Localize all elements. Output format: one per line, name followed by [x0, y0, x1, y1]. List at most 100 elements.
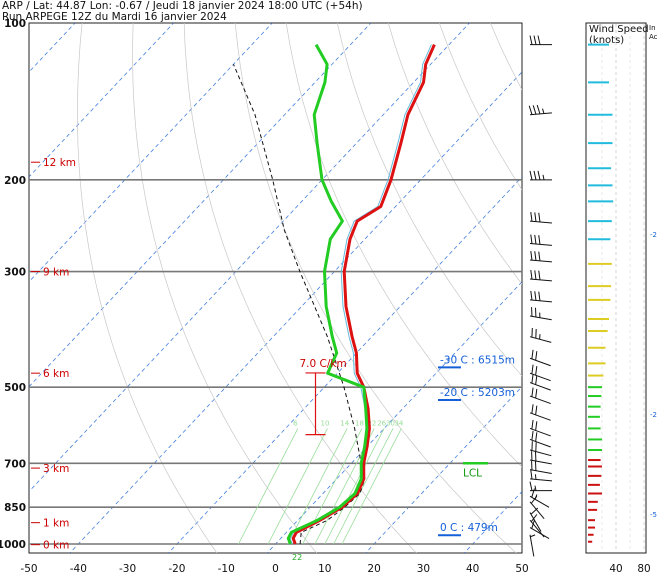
wind-barb-flag	[530, 234, 533, 244]
temperature-tick-label: -30	[119, 563, 136, 575]
wind-barb-staff	[529, 220, 552, 224]
wind-barb-flag	[531, 519, 535, 529]
wind-barb	[529, 35, 552, 46]
mixing-ratio-label: 10	[321, 419, 330, 427]
wind-barb-staff	[529, 299, 552, 303]
temperature-tick-label: 30	[417, 563, 430, 575]
wind-barb-staff	[529, 512, 542, 532]
wind-barb-flag	[536, 104, 541, 115]
wind-barb	[529, 212, 552, 224]
side-label: -2	[650, 231, 657, 239]
height-label: 1 km	[43, 518, 69, 530]
wind-barb-flag	[535, 351, 538, 361]
side-label: -2	[650, 411, 657, 419]
pressure-label: 850	[4, 502, 26, 514]
wind-speed-title: Wind Speed	[589, 24, 649, 35]
wind-barb-staff	[529, 449, 552, 457]
wind-barb	[529, 419, 551, 437]
pressure-label: 700	[4, 458, 26, 470]
temperature-tick-label: 50	[515, 563, 528, 575]
wind-barb-flag	[534, 251, 537, 261]
temperature-tick-label: -50	[20, 563, 37, 575]
isotherm-line	[29, 23, 470, 493]
wind-barb-flag	[538, 251, 541, 261]
wind-barb-flag	[535, 375, 538, 385]
wind-barb-flag	[530, 212, 533, 222]
pressure-label: 200	[4, 175, 26, 187]
wind-barb	[529, 250, 552, 263]
wind-barb-staff	[529, 259, 552, 263]
wind-barb-flag	[531, 441, 533, 451]
dewpoint-line	[286, 43, 369, 545]
dry-adiabat	[336, 23, 522, 377]
wind-barb-flag	[531, 364, 534, 374]
height-label: 3 km	[43, 463, 69, 475]
mixing-ratio-line	[333, 428, 394, 545]
temperature-tick-label: -10	[218, 563, 235, 575]
isotherm-line	[167, 176, 522, 553]
wind-barb	[529, 290, 552, 303]
wind-barb-staff	[529, 427, 551, 437]
wind-barb	[529, 495, 545, 520]
wind-barb-flag	[535, 421, 538, 431]
wind-barb	[529, 507, 542, 532]
wind-barb	[529, 451, 552, 465]
temperature-tick-label: 0	[272, 563, 279, 575]
wind-barb-flag	[530, 514, 538, 522]
wind-barb-flag	[531, 460, 533, 471]
wind-barb-staff	[529, 357, 551, 367]
wind-barb-staff	[529, 501, 545, 520]
wind-barb-flag	[531, 451, 533, 461]
wind-barb	[529, 488, 550, 508]
height-label: 0 km	[43, 540, 69, 552]
wind-barb	[529, 481, 552, 492]
pressure-label: 100	[4, 18, 26, 30]
dry-adiabat	[132, 23, 318, 553]
mixing-ratio-label: 6	[293, 419, 298, 427]
mixing-ratio-label: 18	[355, 419, 364, 427]
wind-barb-flag	[531, 374, 534, 384]
lcl-label: LCL	[463, 467, 482, 479]
isotherm-line	[29, 23, 372, 388]
wind-barb-staff	[529, 534, 535, 557]
wind-barb-flag	[537, 170, 541, 180]
chart-subtitle: Run ARPEGE 12Z du Mardi 16 janvier 2024	[2, 11, 227, 23]
wind-barb-flag	[528, 105, 533, 115]
wind-barb-half-flag	[542, 108, 545, 114]
wind-barb-half-flag	[539, 312, 541, 318]
dry-adiabat	[77, 23, 218, 553]
wind-barb	[529, 307, 552, 321]
wind-barb-staff	[529, 478, 552, 482]
wind-barb-flag	[535, 451, 537, 462]
temperature-tick-label: -20	[168, 563, 185, 575]
mixing-ratio-label: 30	[386, 419, 395, 427]
wind-barb-flag	[532, 105, 537, 115]
mixing-ratio-line	[267, 428, 328, 545]
wind-barb-flag	[530, 507, 539, 515]
wind-barb-flag	[538, 291, 541, 301]
wind-barb-flag	[531, 327, 533, 338]
wind-barb	[529, 441, 552, 457]
temperature-tick-label: 20	[367, 563, 380, 575]
wind-barb	[529, 170, 552, 181]
surface-marker: 22	[292, 553, 302, 562]
wind-barb-staff	[529, 469, 552, 474]
wind-barb-staff	[529, 382, 551, 391]
temperature-tick-label: -40	[70, 563, 87, 575]
pressure-label: 500	[4, 382, 26, 394]
wind-barb-staff	[529, 395, 551, 405]
dry-adiabat	[285, 23, 522, 468]
wind-barb-flag	[530, 469, 533, 480]
wind-barb	[528, 104, 552, 116]
mixing-ratio-label: 22	[367, 419, 376, 427]
height-label: 6 km	[43, 368, 69, 380]
wind-barb-flag	[538, 235, 541, 245]
mixing-ratio-line	[341, 428, 402, 545]
wind-barb-half-flag	[530, 534, 536, 538]
mixing-ratio-label: 34	[394, 419, 403, 427]
parcel-path-line	[233, 64, 366, 545]
isotherm-line	[266, 281, 522, 553]
temperature-tick-label: 10	[318, 563, 331, 575]
wind-barb-flag	[533, 170, 537, 180]
